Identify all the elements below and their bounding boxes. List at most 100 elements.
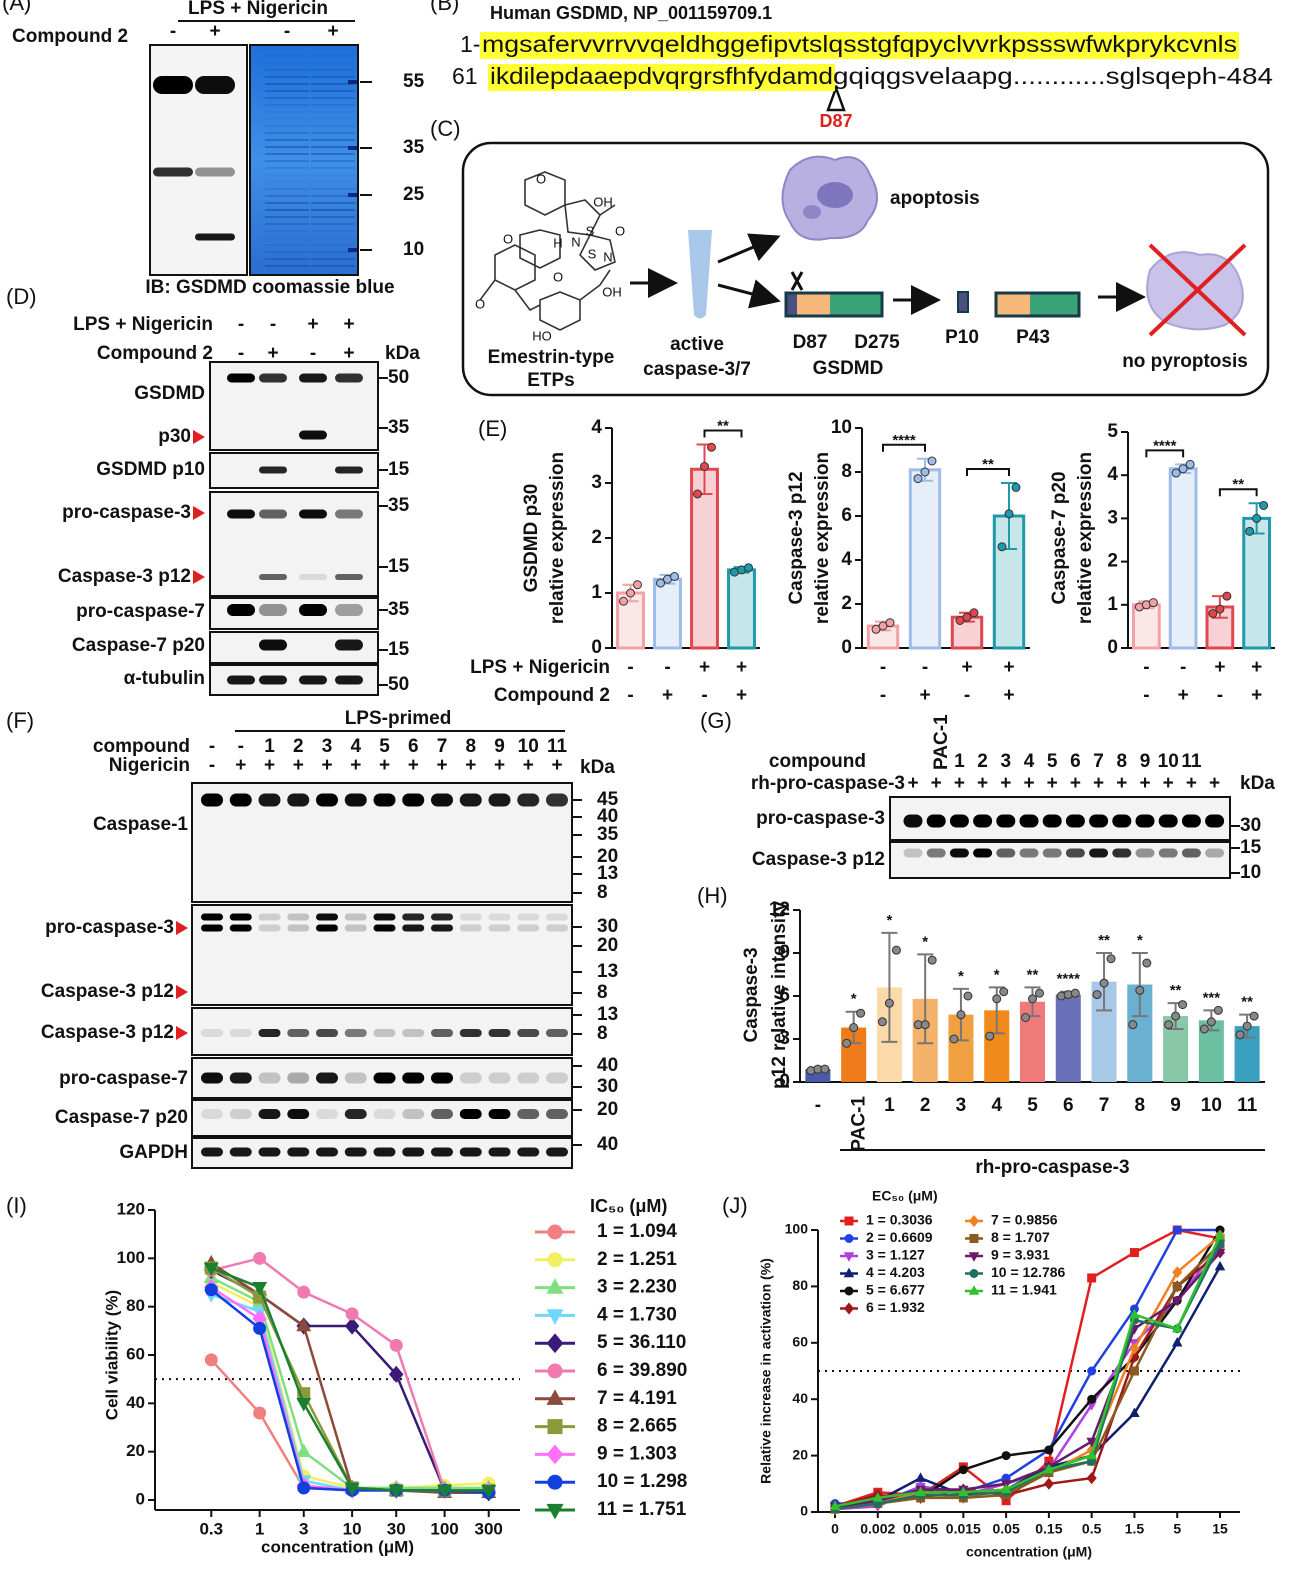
blot-band [259, 509, 287, 519]
marker-label: 30 [597, 916, 618, 937]
x-tick-label: 10 [1201, 1095, 1222, 1116]
blot-band [488, 1072, 511, 1084]
blot-band [201, 924, 223, 932]
data-point [1171, 468, 1181, 478]
blot-band [316, 1147, 338, 1157]
blot-label: Caspase-3 p12 [41, 981, 174, 1002]
y-tick-label: 120 [117, 1199, 145, 1218]
gel-band [311, 195, 355, 197]
lane-sign: + [977, 773, 988, 794]
lane-sign: + [465, 755, 476, 776]
marker [1129, 1342, 1140, 1355]
lane-sign: + [350, 755, 361, 776]
ladder-band [348, 193, 357, 197]
blot-band [373, 1072, 396, 1084]
blot-label: Caspase-7 p20 [55, 1107, 188, 1128]
y-axis-label: GSDMD p30 [521, 484, 542, 593]
atom: OH [593, 194, 613, 209]
lane-sign: - [209, 755, 215, 776]
blot-band [335, 604, 363, 616]
x-tick-label: 300 [475, 1519, 503, 1538]
blot-band [195, 167, 235, 177]
data-point [999, 987, 1009, 997]
blot-band [287, 913, 310, 921]
marker [1087, 1366, 1097, 1376]
x-tick-label: 11 [1237, 1095, 1258, 1116]
legend-title: EC₅₀ (μM) [872, 1188, 938, 1204]
blot-band [1089, 848, 1109, 858]
data-point [1249, 1011, 1259, 1021]
y-axis-label: relative expression [1075, 452, 1096, 624]
x-tick-label: 3 [299, 1519, 308, 1538]
significance: * [958, 968, 964, 985]
data-point [1099, 978, 1109, 988]
legend-label: 9 = 3.931 [991, 1247, 1050, 1263]
marker [915, 1486, 926, 1496]
data-point [985, 1031, 995, 1041]
gel-band [265, 153, 309, 155]
lane-sign: + [321, 755, 332, 776]
marker-label: 20 [597, 1099, 618, 1120]
blot-band [201, 793, 223, 807]
significance: ** [1027, 966, 1039, 983]
blot-band [335, 574, 363, 580]
blot-band [1181, 814, 1201, 828]
y-tick-label: 12 [769, 899, 790, 920]
gel-band [311, 139, 355, 141]
marker [843, 1252, 855, 1262]
blot-band [996, 848, 1016, 858]
bar [1055, 994, 1081, 1082]
x-sign: - [964, 685, 970, 706]
panel-label: (A) [2, 0, 31, 15]
blot-band [517, 924, 540, 932]
legend-label: 10 = 1.298 [597, 1471, 687, 1492]
blot-band [287, 1072, 310, 1084]
x-tick-label: 5 [1027, 1095, 1038, 1116]
seq-start: 61 [452, 63, 478, 89]
data-point [884, 998, 894, 1008]
seq-highlight: mgsafervvrrvvqeldhggefipvtslqsstgfqpyclv… [482, 31, 1237, 57]
unit-label: kDa [580, 757, 615, 778]
data-point [920, 1020, 930, 1030]
highlight [488, 64, 835, 91]
marker [297, 1285, 311, 1299]
gsdmd-schematic [784, 271, 1081, 318]
gel-band [265, 202, 309, 204]
blot-band [546, 1072, 568, 1084]
x-axis-label: concentration (μM) [261, 1537, 414, 1556]
data-point [1070, 988, 1080, 998]
lane-sign: 9 [494, 736, 505, 757]
blot-band [259, 574, 287, 580]
cleavage-caret [826, 84, 846, 112]
x-tick-label: 5 [1173, 1521, 1181, 1537]
marker [297, 1481, 311, 1495]
x-sign: + [1003, 685, 1014, 706]
y-tick-label: 60 [792, 1334, 808, 1350]
gel-band [311, 244, 355, 246]
lane-sign: + [343, 314, 354, 335]
gel-band [311, 202, 355, 204]
legend-label: 11 = 1.751 [597, 1499, 687, 1520]
blot-band [195, 233, 235, 241]
x-tick-label: 9 [1170, 1095, 1181, 1116]
data-point [707, 442, 716, 452]
lane-sign: + [1139, 773, 1150, 794]
x-sign: + [1251, 657, 1262, 678]
blot-band [517, 793, 540, 807]
site-label: D87 [793, 332, 828, 353]
legend-label: 2 = 0.6609 [866, 1229, 933, 1245]
blot-band [227, 604, 255, 616]
panel-label: (I) [6, 1193, 27, 1218]
legend-label: 8 = 1.707 [991, 1229, 1050, 1245]
lane-sign: + [1186, 773, 1197, 794]
blot-band [517, 1147, 540, 1157]
x-tick-label: 0.005 [903, 1521, 938, 1537]
blot-band [259, 604, 287, 616]
x-tick-label: 2 [920, 1095, 931, 1116]
blot-band [258, 1072, 281, 1084]
x-sign: - [627, 657, 633, 678]
blot-band [153, 76, 193, 94]
gel-band [265, 209, 309, 211]
data-point [1011, 482, 1021, 492]
blot-band [344, 1029, 367, 1037]
